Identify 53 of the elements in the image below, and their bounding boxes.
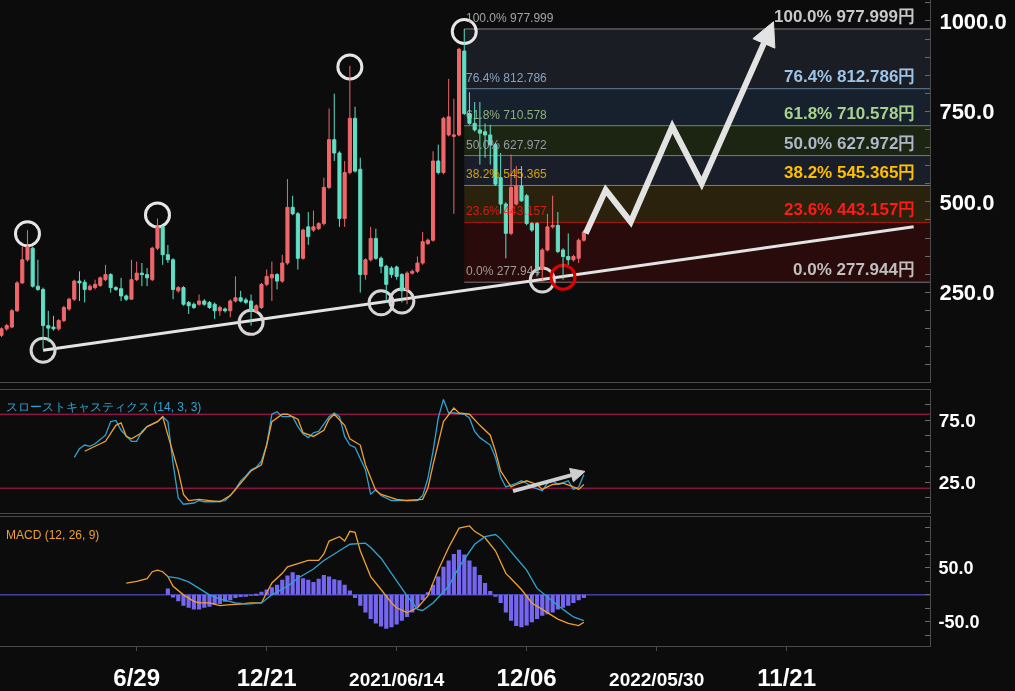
bar <box>300 578 306 595</box>
point <box>367 289 395 317</box>
ref-line-label: 100.0% 977.999円 <box>774 7 915 26</box>
candlestick <box>405 270 410 305</box>
ref-line-label: 76.4% 812.786円 <box>784 67 916 86</box>
x-tick-label: 2022/05/30 <box>609 668 705 690</box>
x-tick-label: 11/21 <box>757 663 817 691</box>
y-tick-label: 75.0 <box>938 410 976 432</box>
y-tick-label: -50.0 <box>938 612 980 633</box>
bar <box>165 588 170 595</box>
x-tick-label: 2021/06/14 <box>349 668 445 690</box>
bar <box>378 594 384 627</box>
ref-line-label: 61.8% 710.578円 <box>784 104 916 123</box>
candlestick <box>176 285 181 294</box>
candlestick <box>436 144 441 175</box>
ref-line-label: 23.6% 443.157円 <box>784 200 916 219</box>
candlestick <box>275 272 280 290</box>
candlestick <box>223 307 228 314</box>
y-tick-label: 25.0 <box>938 471 976 493</box>
bar <box>560 594 566 608</box>
annotation: 76.4% 812.786 <box>466 71 548 85</box>
x-tick-label: 12/21 <box>236 663 297 691</box>
y-tick-label: 250.0 <box>939 280 995 306</box>
y-tick-label: 750.0 <box>939 99 995 125</box>
point <box>29 336 57 364</box>
point <box>143 201 171 229</box>
candlestick <box>462 28 467 116</box>
ref-line-label: 38.2% 545.365円 <box>784 163 916 182</box>
point <box>388 287 416 315</box>
x-tick-label: 12/06 <box>496 663 557 691</box>
candlestick <box>197 293 202 307</box>
line-series <box>125 525 585 627</box>
bar <box>581 594 586 599</box>
bar <box>456 549 462 595</box>
y-tick-label: 500.0 <box>939 189 995 215</box>
point <box>549 263 577 291</box>
ref-line-label: 50.0% 627.972円 <box>784 134 916 153</box>
candlestick <box>217 305 222 317</box>
text: MACD (12, 26, 9) <box>6 528 100 542</box>
candlestick <box>306 211 311 246</box>
point <box>336 53 364 81</box>
y-tick-label: 1000.0 <box>939 8 1007 34</box>
annotation: 100.0% 977.999 <box>466 11 554 25</box>
x-tick-label: 6/29 <box>113 663 161 691</box>
y-tick-label: 50.0 <box>938 558 974 579</box>
point <box>13 220 41 248</box>
point <box>237 308 265 336</box>
line-series <box>167 533 585 622</box>
bar <box>326 576 332 595</box>
bar <box>171 594 176 598</box>
candlestick <box>301 228 306 261</box>
text: スローストキャスティクス (14, 3, 3) <box>6 400 202 414</box>
ref-line-label: 0.0% 277.944円 <box>793 260 915 279</box>
